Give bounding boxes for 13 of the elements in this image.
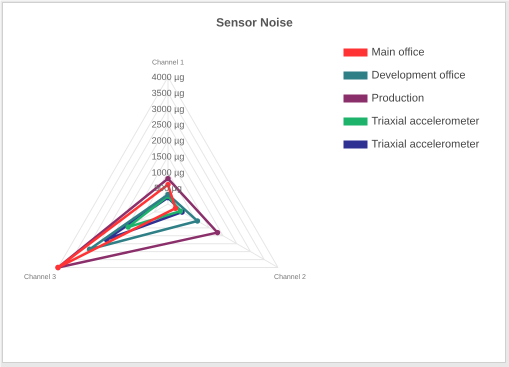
y-tick-label: 4000 µg — [152, 72, 184, 82]
chart-title: Sensor Noise — [216, 16, 294, 30]
y-tick-label: 2000 µg — [152, 136, 184, 146]
legend-label: Development office — [372, 70, 466, 82]
y-tick-label: 2500 µg — [152, 120, 184, 130]
legend-label: Triaxial accelerometer — [372, 138, 480, 150]
y-tick-label: 3000 µg — [152, 104, 184, 114]
y-tick-label: 1500 µg — [152, 151, 184, 162]
y-tick-label: 1000 µg — [152, 167, 184, 178]
legend-label: Production — [372, 92, 424, 104]
legend-label: Triaxial accelerometer — [372, 116, 480, 128]
y-tick-label: 3500 µg — [152, 88, 184, 98]
legend-label: Main office — [372, 46, 424, 58]
